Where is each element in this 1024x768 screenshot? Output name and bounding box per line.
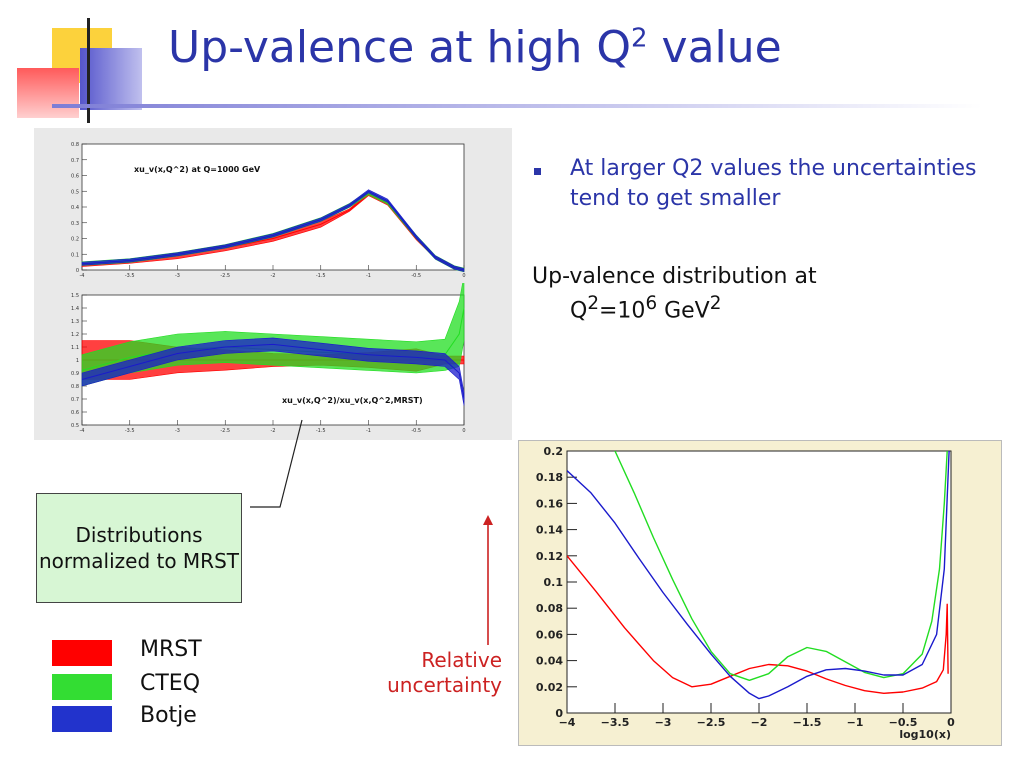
y-tick-label: 0.1 <box>544 576 564 589</box>
series-band-botje <box>81 189 465 272</box>
xuv-distribution-plot: 0 0.1 0.2 0.3 0.4 0.5 0.6 0.7 0.8 -4 -3.5 -3 -2.5 -2 -… <box>71 142 466 279</box>
series-line-botje <box>81 343 465 400</box>
x-tick-label: 0 <box>462 273 465 279</box>
y-tick-label: 0.12 <box>536 550 563 563</box>
legend-swatch-mrst <box>52 640 112 666</box>
x-tick-label: -1.5 <box>316 273 326 279</box>
x-tick-label: -2.5 <box>220 273 230 279</box>
uncertainty-chart: 0 0.02 0.04 0.06 0.08 0.1 0.12 0.14 0.16 0.18 0.2 −… <box>518 440 1002 746</box>
y-tick-label: 0.14 <box>536 524 563 537</box>
x-tick-label: -3.5 <box>125 273 135 279</box>
decor-red-square <box>17 68 79 118</box>
plot-frame <box>81 143 465 271</box>
y-tick-label: 0.6 <box>71 410 79 416</box>
x-tick-label: 0 <box>462 428 465 434</box>
y-tick-label: 0.5 <box>71 189 79 195</box>
x-axis-label: log10(x) <box>899 728 951 741</box>
series-line-botje <box>81 190 465 271</box>
x-tick-label: −2.5 <box>697 716 726 729</box>
x-tick-label: 0 <box>947 716 955 729</box>
y-tick-label: 0.7 <box>71 397 79 403</box>
y-tick-label: 0.1 <box>71 252 79 258</box>
series-line-mrst <box>567 555 949 695</box>
x-tick-label: -2 <box>271 428 276 434</box>
legend-label-mrst: MRST <box>140 637 202 662</box>
slide-title: Up-valence at high Q2 value <box>168 22 782 73</box>
y-tick-label: 0.06 <box>536 628 563 641</box>
y-tick-label: 0 <box>555 707 563 720</box>
x-tick-label: -3.5 <box>125 428 135 434</box>
legend-swatch-cteq <box>52 674 112 700</box>
x-tick-label: -4 <box>80 273 85 279</box>
y-tick-label: 0.04 <box>536 655 563 668</box>
xuv-ratio-plot: 0.5 0.6 0.7 0.8 0.9 1 1.1 1.2 1.3 1.4 1.5 -4 -3.5 -3 -… <box>71 283 466 434</box>
x-tick-label: -3 <box>175 428 180 434</box>
y-tick-label: 1.2 <box>71 332 79 338</box>
y-tick-label: 0.18 <box>536 471 563 484</box>
x-tick-label: -1.5 <box>316 428 326 434</box>
y-tick-label: 0.5 <box>71 423 79 429</box>
y-tick-label: 0.8 <box>71 142 79 148</box>
y-tick-label: 1.5 <box>71 293 79 299</box>
y-tick-label: 0.08 <box>536 602 563 615</box>
y-tick-label: 0.3 <box>71 221 79 227</box>
y-tick-label: 1 <box>76 358 79 364</box>
series-line-botje <box>567 451 950 700</box>
y-tick-label: 0.16 <box>536 497 563 510</box>
caption-line-2: Q2=106 GeV2 <box>570 292 722 324</box>
callout-text: Distributions normalized to MRST <box>39 523 239 573</box>
y-tick-label: 0.8 <box>71 384 79 390</box>
x-tick-label: −3.5 <box>601 716 630 729</box>
x-tick-label: -2.5 <box>220 428 230 434</box>
x-tick-label: -2 <box>271 273 276 279</box>
x-tick-label: −1 <box>847 716 864 729</box>
up-arrow-icon <box>483 515 493 645</box>
bullet-text: At larger Q2 values the uncertainties te… <box>570 156 977 211</box>
x-tick-label: −4 <box>559 716 576 729</box>
decor-blue-square <box>80 48 142 110</box>
y-tick-label: 0 <box>76 268 79 274</box>
y-tick-label: 0.9 <box>71 371 79 377</box>
plot-title: xu_v(x,Q^2)/xu_v(x,Q^2,MRST) <box>282 396 423 405</box>
decor-vline <box>87 18 90 123</box>
x-tick-label: -0.5 <box>411 273 421 279</box>
plot-title: xu_v(x,Q^2) at Q=1000 GeV <box>134 165 261 174</box>
y-tick-label: 1.3 <box>71 319 79 325</box>
y-tick-label: 0.6 <box>71 174 79 180</box>
comparison-plots: 0 0.1 0.2 0.3 0.4 0.5 0.6 0.7 0.8 -4 -3.5 -3 -2.5 -2 -… <box>34 128 512 440</box>
series-line-cteq <box>614 451 948 682</box>
legend-swatch-botje <box>52 706 112 732</box>
y-tick-label: 1.4 <box>71 306 79 312</box>
x-tick-label: −0.5 <box>889 716 918 729</box>
y-tick-label: 0.4 <box>71 205 79 211</box>
x-tick-label: −1.5 <box>793 716 822 729</box>
x-tick-label: -1 <box>366 273 371 279</box>
x-tick-label: -4 <box>80 428 85 434</box>
x-tick-label: -1 <box>366 428 371 434</box>
uncertainty-plot: 0 0.02 0.04 0.06 0.08 0.1 0.12 0.14 0.16 0.18 0.2 −… <box>536 445 955 741</box>
y-tick-label: 0.7 <box>71 158 79 164</box>
relative-uncertainty-label: Relative uncertainty <box>387 648 502 697</box>
distribution-caption: Up-valence distribution at Q2=106 GeV2 <box>532 262 952 326</box>
x-tick-label: −2 <box>751 716 768 729</box>
plot-frame <box>566 450 952 714</box>
y-tick-label: 0.2 <box>544 445 564 458</box>
callout-pointer <box>250 419 303 508</box>
legend-label-botje: Botje <box>140 703 197 728</box>
title-underline <box>52 104 982 108</box>
bullet-square-icon <box>534 168 541 175</box>
normalization-callout: Distributions normalized to MRST <box>36 493 242 603</box>
caption-line-1: Up-valence distribution at <box>532 264 817 289</box>
x-tick-label: −3 <box>655 716 672 729</box>
y-tick-label: 1.1 <box>71 345 79 351</box>
y-tick-label: 0.02 <box>536 681 563 694</box>
x-tick-label: -0.5 <box>411 428 421 434</box>
legend-label-cteq: CTEQ <box>140 671 201 696</box>
x-tick-label: -3 <box>175 273 180 279</box>
y-tick-label: 0.2 <box>71 237 79 243</box>
